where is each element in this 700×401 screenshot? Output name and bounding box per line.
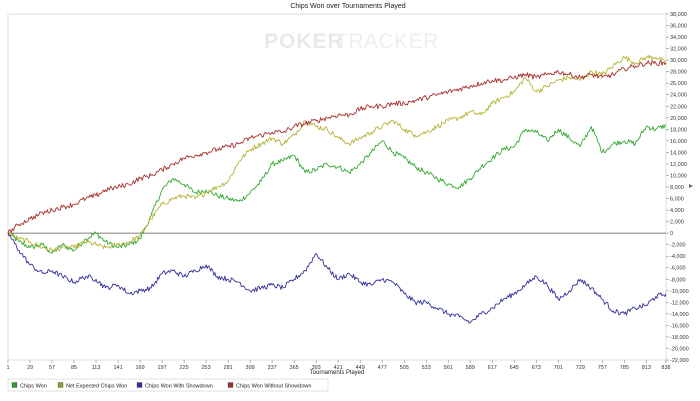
x-tick-label: 141: [113, 365, 122, 371]
y-tick-label: 28,000: [670, 70, 687, 76]
x-tick-label: 729: [576, 365, 585, 371]
chart-title: Chips Won over Tournaments Played: [290, 3, 405, 10]
x-tick-label: 85: [71, 365, 77, 371]
x-tick-label: 197: [157, 365, 166, 371]
legend-label: Chips Won: [20, 384, 47, 390]
y-tick-label: 10,000: [670, 173, 687, 179]
x-tick-label: 309: [246, 365, 255, 371]
x-tick-label: 421: [334, 365, 343, 371]
y-axis: -22,000 -20,000 -18,000 -16,000 -14,000 -12,0…: [666, 12, 689, 364]
x-tick-label: 673: [532, 365, 541, 371]
series-group: [7, 54, 667, 324]
legend-swatch: [227, 382, 234, 388]
y-tick-label: -8,000: [670, 277, 686, 283]
y-tick-label: 36,000: [670, 24, 687, 30]
legend-swatch: [11, 382, 18, 388]
x-tick-label: 29: [27, 365, 33, 371]
x-tick-label: 645: [510, 365, 519, 371]
y-tick-label: 18,000: [670, 127, 687, 133]
y-tick-label: -20,000: [670, 346, 689, 352]
y-tick-label: 30,000: [670, 58, 687, 64]
x-tick-label: 57: [49, 365, 55, 371]
x-tick-label: 113: [92, 365, 101, 371]
y-tick-label: -6,000: [670, 266, 686, 272]
y-tick-label: -4,000: [670, 254, 686, 260]
x-tick-label: 505: [400, 365, 409, 371]
x-tick-label: 838: [661, 365, 670, 371]
y-tick-label: 14,000: [670, 150, 687, 156]
y-tick-label: 2,000: [670, 220, 684, 226]
x-tick-label: 393: [312, 365, 321, 371]
x-tick-label: 561: [444, 365, 453, 371]
watermark-tracker: TRACKER: [335, 30, 439, 53]
x-tick-label: 589: [466, 365, 475, 371]
y-tick-label: -2,000: [670, 243, 686, 249]
y-tick-label: 38,000: [670, 12, 687, 18]
x-tick-label: 785: [620, 365, 629, 371]
legend: Chips Won Net Expected Chips Won Chips Won…: [7, 378, 329, 392]
y-tick-label: 0: [670, 231, 673, 237]
y-tick-label: 8,000: [670, 185, 684, 191]
x-tick-label: 701: [554, 365, 563, 371]
x-tick-label: 813: [642, 365, 651, 371]
legend-label: Chips Won Without Showdown: [236, 384, 311, 390]
series-line-1: [7, 54, 667, 253]
y-tick-label: 32,000: [670, 47, 687, 53]
y-tick-label: 4,000: [670, 208, 684, 214]
y-tick-label: -12,000: [670, 300, 689, 306]
scroll-marker-icon: [689, 184, 693, 188]
series-line-3: [7, 60, 667, 234]
y-tick-label: 16,000: [670, 139, 687, 145]
x-tick-label: 365: [290, 365, 299, 371]
y-tick-label: 6,000: [670, 197, 684, 203]
x-tick-label: 225: [180, 365, 189, 371]
watermark: POKER TRACKER: [264, 30, 439, 53]
series-line-2: [7, 232, 667, 324]
x-tick-label: 253: [202, 365, 211, 371]
y-tick-label: -14,000: [670, 312, 689, 318]
y-tick-label: 22,000: [670, 104, 687, 110]
x-axis: 1 29 57 85 113 141 169 197 225 253 281 309 337 365 393…: [6, 360, 671, 371]
x-tick-label: 533: [422, 365, 431, 371]
y-tick-label: 24,000: [670, 93, 687, 99]
watermark-poker: POKER: [264, 30, 344, 53]
y-tick-label: 12,000: [670, 162, 687, 168]
x-axis-label: Tournaments Played: [310, 370, 365, 376]
legend-swatch: [136, 382, 143, 388]
y-tick-label: -10,000: [670, 289, 689, 295]
legend-label: Net Expected Chips Won: [66, 384, 127, 390]
legend-swatch: [57, 382, 64, 388]
y-tick-label: 20,000: [670, 116, 687, 122]
x-tick-label: 281: [224, 365, 233, 371]
x-tick-label: 1: [6, 365, 9, 371]
x-tick-label: 337: [268, 365, 277, 371]
y-tick-label: -16,000: [670, 323, 689, 329]
y-tick-label: -22,000: [670, 358, 689, 364]
x-tick-label: 477: [378, 365, 387, 371]
plot-area: [7, 13, 667, 361]
y-tick-label: 26,000: [670, 81, 687, 87]
x-tick-label: 617: [488, 365, 497, 371]
legend-frame: [7, 378, 329, 392]
legend-label: Chips Won With Showdown: [145, 384, 213, 390]
series-line-0: [7, 124, 667, 254]
x-tick-label: 449: [356, 365, 365, 371]
x-tick-label: 169: [135, 365, 144, 371]
y-tick-label: -18,000: [670, 335, 689, 341]
y-tick-label: 34,000: [670, 35, 687, 41]
x-tick-label: 757: [598, 365, 607, 371]
